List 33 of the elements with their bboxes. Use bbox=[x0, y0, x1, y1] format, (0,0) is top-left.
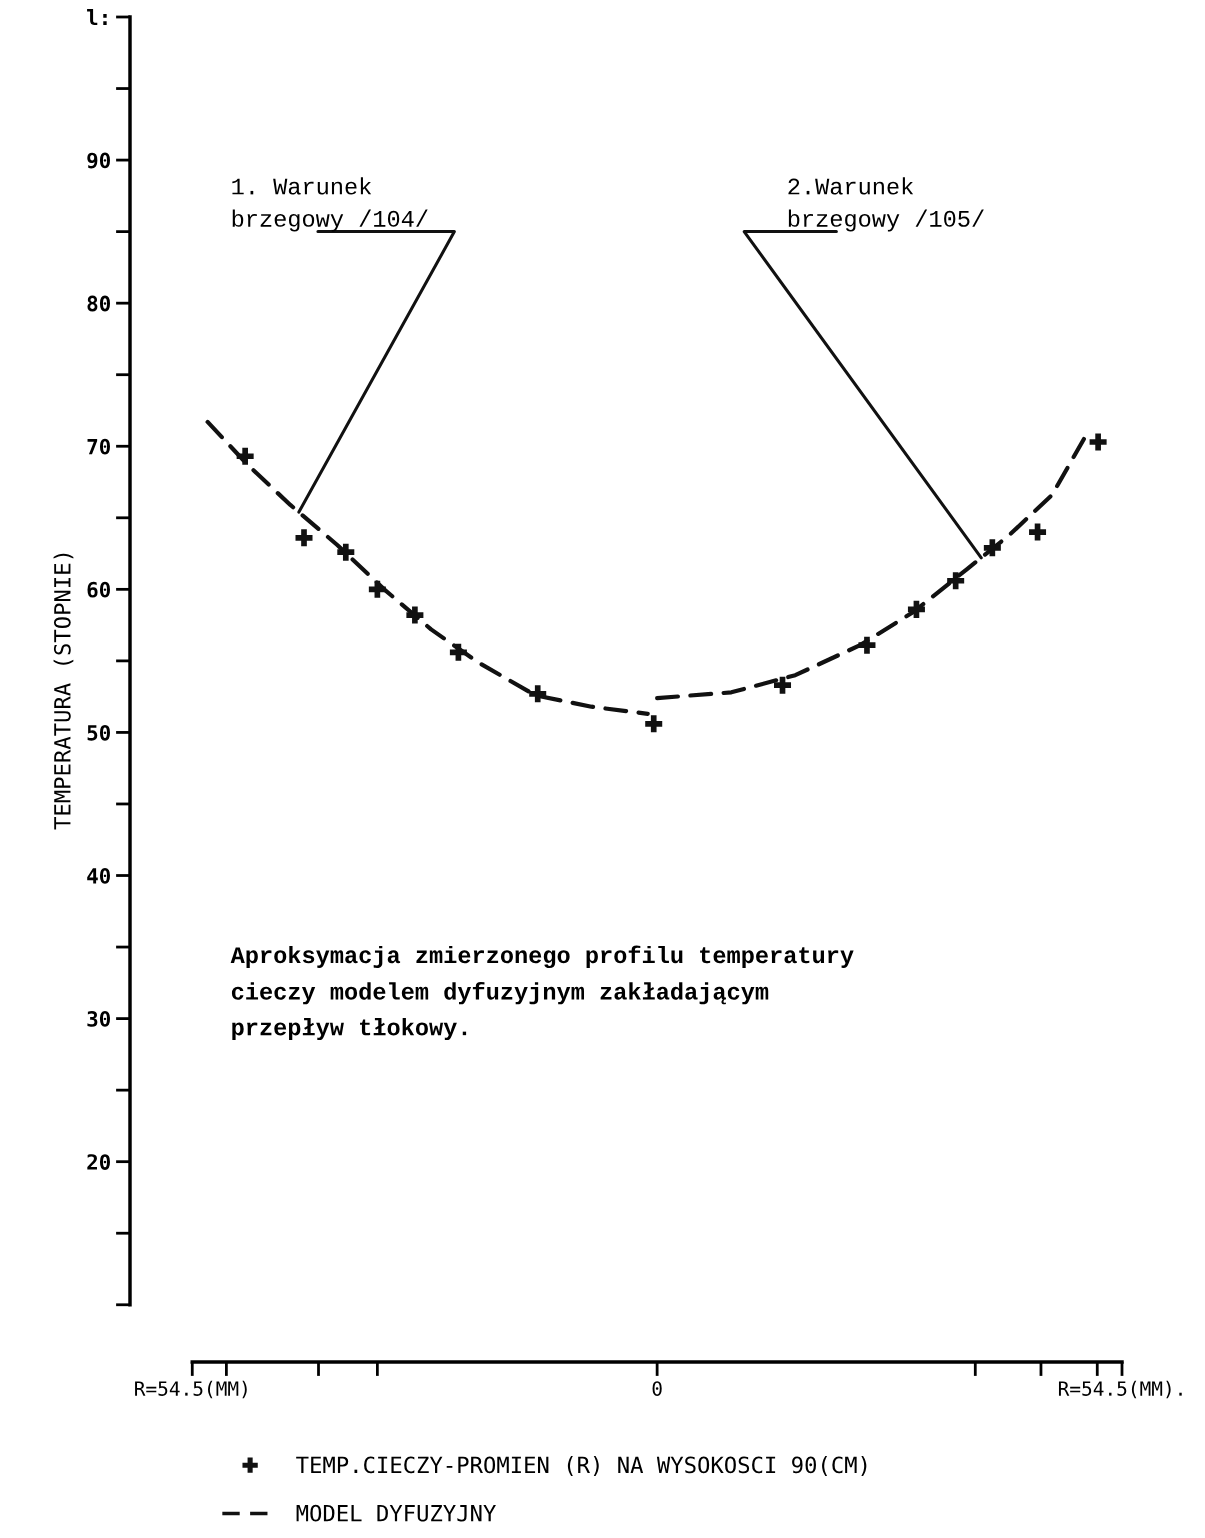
point bbox=[236, 447, 254, 465]
point bbox=[406, 606, 424, 624]
x-tick-label: R=54.5(MM) bbox=[135, 1380, 247, 1399]
point bbox=[449, 643, 467, 661]
point bbox=[983, 539, 1001, 557]
annotation: 1. Warunek brzegowy /104/ bbox=[232, 177, 428, 232]
y-tick-label: 50 bbox=[87, 724, 110, 741]
y-tick-label: 20 bbox=[87, 1154, 110, 1170]
x-tick-label: R=54.5(MM). bbox=[1058, 1380, 1182, 1399]
point bbox=[774, 676, 792, 694]
point bbox=[529, 685, 547, 703]
y-tick-label: 30 bbox=[87, 1011, 110, 1027]
legend-label: TEMP.CIECZY-PROMIEN (R) NA WYSOKOSCI 90(CM) bbox=[296, 1456, 867, 1476]
point bbox=[1029, 523, 1047, 541]
y-tick-label: 80 bbox=[87, 295, 110, 312]
point bbox=[947, 572, 965, 590]
point bbox=[295, 529, 313, 547]
y-axis-title: TEMPERATURA (STOPNIE) bbox=[53, 553, 74, 830]
y-tick-label: l: bbox=[87, 9, 107, 25]
point bbox=[645, 715, 663, 733]
point bbox=[858, 636, 876, 654]
point bbox=[1089, 433, 1107, 451]
x-tick-label: 0 bbox=[652, 1381, 662, 1396]
annotation: Aproksymacja zmierzonego profilu temperatury cieczy modelem dyfuzyjnym zakładającym przepływ tłokowy. bbox=[230, 945, 854, 1041]
y-tick-label: 90 bbox=[87, 152, 110, 169]
legend-label: MODEL DYFUZYJNY bbox=[296, 1504, 496, 1522]
point bbox=[907, 600, 925, 618]
y-tick-label: 40 bbox=[87, 867, 110, 884]
point bbox=[337, 543, 355, 561]
y-tick-label: 70 bbox=[87, 438, 110, 455]
y-tick-label: 60 bbox=[87, 581, 110, 598]
point bbox=[368, 580, 386, 598]
annotation: 2.Warunek brzegowy /105/ bbox=[788, 177, 984, 232]
